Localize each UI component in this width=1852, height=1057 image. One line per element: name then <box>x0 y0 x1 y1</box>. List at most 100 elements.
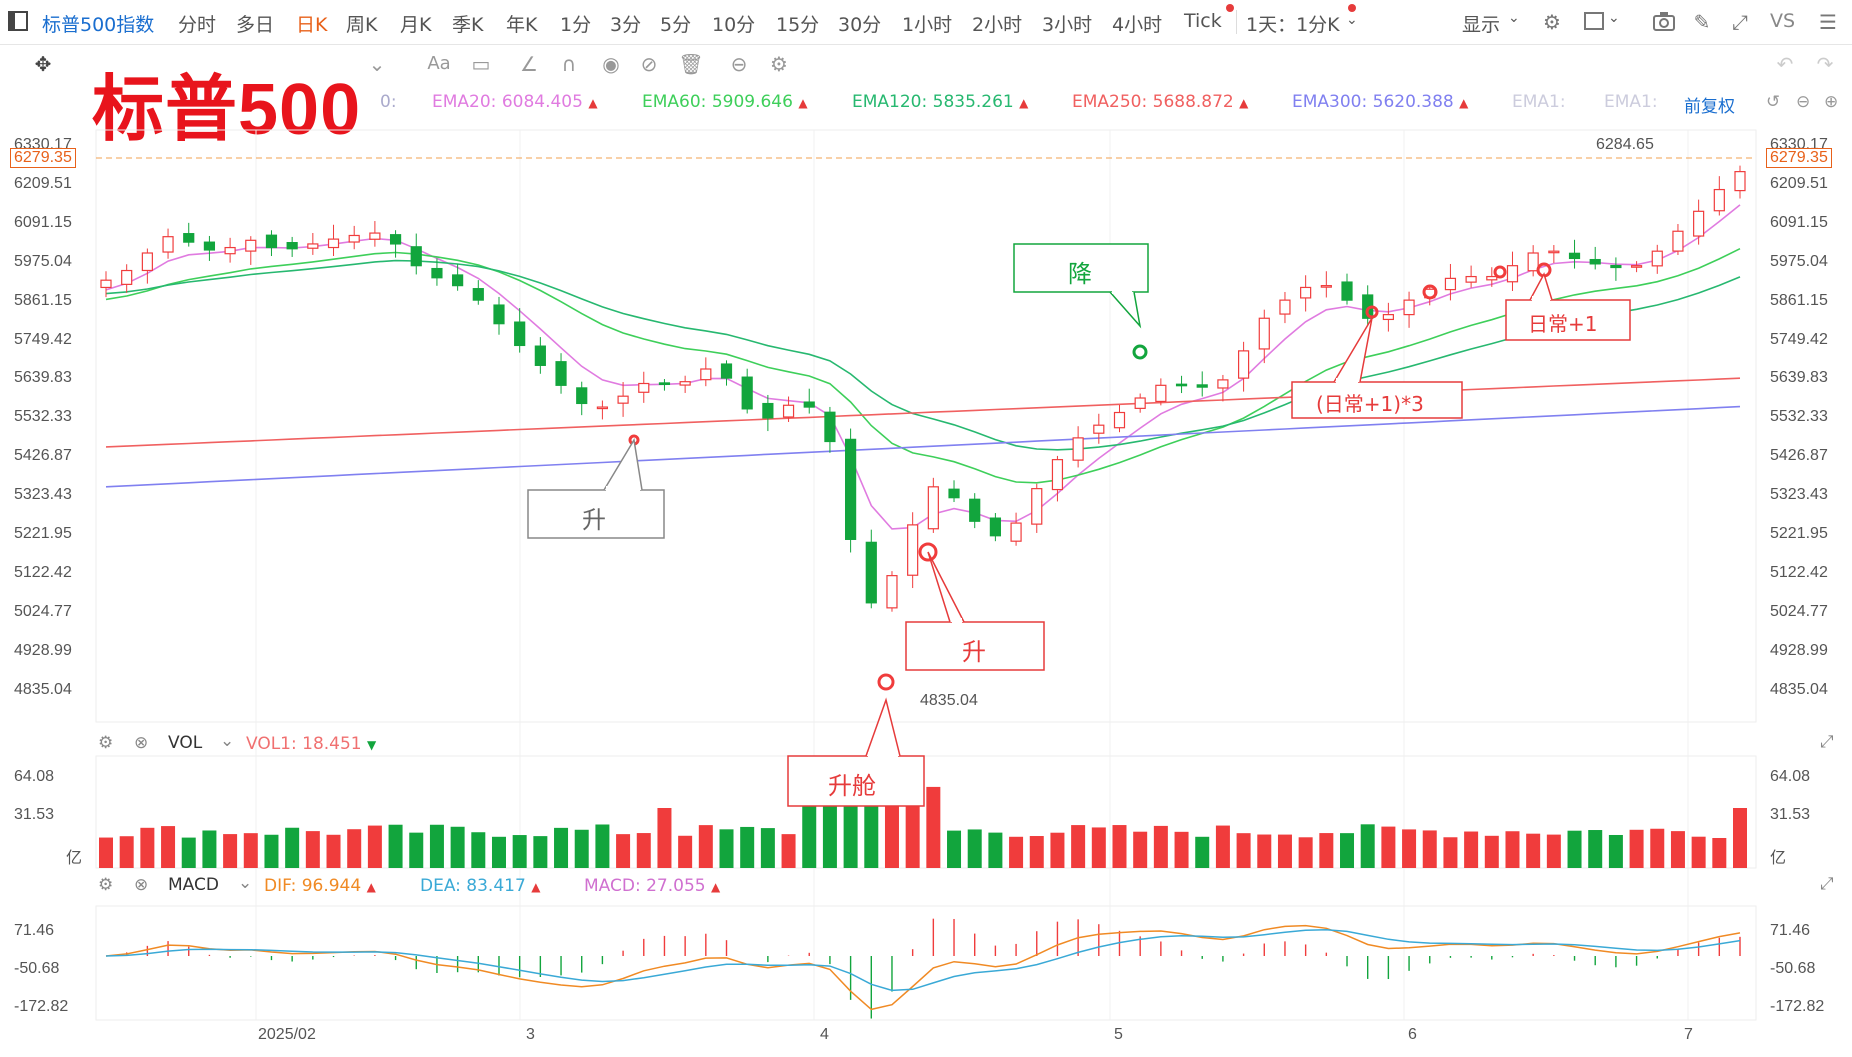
period-weekly[interactable]: 周K <box>346 14 378 36</box>
volume-bar <box>140 827 155 868</box>
period-4hour[interactable]: 4小时 <box>1112 14 1163 36</box>
period-3hour[interactable]: 3小时 <box>1042 14 1093 36</box>
macd-title[interactable]: MACD <box>168 875 219 895</box>
camera-icon[interactable] <box>1652 10 1676 34</box>
period-custom[interactable]: 1天：1分K <box>1246 14 1340 36</box>
tick-new-dot <box>1226 4 1234 12</box>
chevron-down-icon[interactable]: ⌄ <box>1346 12 1358 28</box>
vol1-legend: VOL1: 18.451 ▼ <box>246 734 376 754</box>
volume-bar <box>491 836 506 868</box>
eye-icon[interactable]: ◉ <box>602 52 620 76</box>
zoom-in-icon[interactable]: ⊕ <box>1824 92 1839 112</box>
text-tool-icon[interactable]: Aa <box>427 53 451 74</box>
chevron-down-icon[interactable]: ⌄ <box>368 52 386 76</box>
trash-icon[interactable]: 🗑 <box>678 52 704 76</box>
volume-bar <box>1112 825 1127 868</box>
volume-bar <box>264 834 279 868</box>
line-tool-icon[interactable]: ∠ <box>520 52 538 76</box>
period-yearly[interactable]: 年K <box>506 14 538 36</box>
expand-icon[interactable]: ⤢ <box>1820 732 1834 752</box>
layout-icon[interactable] <box>1582 10 1606 34</box>
candle-body <box>121 269 133 285</box>
period-3min[interactable]: 3分 <box>610 14 642 36</box>
period-multiday[interactable]: 多日 <box>236 14 275 36</box>
volume-bar <box>1319 833 1334 868</box>
adjust-button[interactable]: 前复权 <box>1684 97 1735 117</box>
undo-icon[interactable]: ↶ <box>1776 52 1794 76</box>
more-icon[interactable]: ☰ <box>1819 10 1837 34</box>
ema1b-legend[interactable]: EMA1: <box>1604 92 1658 112</box>
fullscreen-icon[interactable]: ⤢ <box>1732 10 1748 34</box>
macd-settings-icon[interactable]: ⚙ <box>98 875 114 895</box>
chevron-down-icon[interactable]: ⌄ <box>220 731 235 751</box>
period-5min[interactable]: 5分 <box>660 14 692 36</box>
candle-body <box>286 242 298 250</box>
expand-icon[interactable]: ⤢ <box>1820 874 1834 894</box>
ema20-legend[interactable]: EMA20: 6084.405 ▲ <box>432 92 598 112</box>
period-1min[interactable]: 1分 <box>560 14 592 36</box>
compare-button[interactable]: VS <box>1770 10 1796 32</box>
period-tick[interactable]: Tick <box>1184 10 1222 32</box>
candle-body <box>1051 459 1064 491</box>
symbol-name[interactable]: 标普500指数 <box>42 14 155 36</box>
sidebar-toggle-icon[interactable] <box>6 10 30 34</box>
vol-close-icon[interactable]: ⊗ <box>134 733 149 753</box>
candle-body <box>658 382 671 386</box>
chevron-down-icon[interactable]: ⌄ <box>238 873 253 893</box>
ema250-legend[interactable]: EMA250: 5688.872 ▲ <box>1072 92 1248 112</box>
volume-bar <box>1402 829 1417 868</box>
price-label: 4928.99 <box>1770 641 1828 659</box>
link-icon[interactable]: ⊖ <box>730 52 748 76</box>
vol-settings-icon[interactable]: ⚙ <box>98 733 114 753</box>
price-label: 5639.83 <box>1770 369 1828 387</box>
ema250-value: 5688.872 <box>1152 92 1234 112</box>
volume-bar <box>512 835 527 868</box>
ema120-legend[interactable]: EMA120: 5835.261 ▲ <box>852 92 1028 112</box>
dea-legend: DEA: 83.417 ▲ <box>420 876 540 896</box>
comment-icon[interactable]: ▭ <box>471 52 491 76</box>
move-icon[interactable]: ✥ <box>34 52 52 76</box>
period-intraday[interactable]: 分时 <box>178 14 217 36</box>
volume-bar <box>1588 830 1603 868</box>
period-quarterly[interactable]: 季K <box>452 14 484 36</box>
macd-value: 27.055 <box>646 876 706 896</box>
candle-body <box>307 243 319 249</box>
chevron-down-icon[interactable]: ⌄ <box>1508 10 1520 26</box>
macd-axis-mid-left: -50.68 <box>14 960 60 977</box>
settings-icon[interactable]: ⚙ <box>1543 10 1561 34</box>
reset-icon[interactable]: ↺ <box>1766 92 1781 112</box>
volume-bar <box>1567 830 1582 868</box>
period-2hour[interactable]: 2小时 <box>972 14 1023 36</box>
volume-bar <box>1629 829 1644 868</box>
pencil-icon[interactable]: ✎ <box>1693 10 1711 34</box>
period-daily[interactable]: 日K <box>296 14 328 36</box>
signal-marker <box>1493 265 1507 279</box>
volume-bar <box>181 837 196 868</box>
ema60-legend[interactable]: EMA60: 5909.646 ▲ <box>642 92 808 112</box>
period-monthly[interactable]: 月K <box>400 14 432 36</box>
period-30min[interactable]: 30分 <box>838 14 882 36</box>
ema1-legend[interactable]: EMA1: <box>1512 92 1566 112</box>
candle-body <box>1382 314 1394 321</box>
candle-body <box>100 279 112 289</box>
candle-body <box>472 288 484 301</box>
gear-icon[interactable]: ⚙ <box>770 52 788 76</box>
display-menu[interactable]: 显示 <box>1462 14 1501 36</box>
period-15min[interactable]: 15分 <box>776 14 820 36</box>
macd-close-icon[interactable]: ⊗ <box>134 875 149 895</box>
vol-title[interactable]: VOL <box>168 733 203 753</box>
ema300-legend[interactable]: EMA300: 5620.388 ▲ <box>1292 92 1468 112</box>
candle-body <box>1548 250 1560 254</box>
magnet-icon[interactable]: ∩ <box>561 52 577 76</box>
ema300-line <box>105 405 1741 488</box>
zoom-out-icon[interactable]: ⊖ <box>1796 92 1811 112</box>
chevron-down-icon[interactable]: ⌄ <box>1608 10 1620 26</box>
candle-body <box>1113 411 1126 429</box>
redo-icon[interactable]: ↷ <box>1816 52 1834 76</box>
candle-body <box>989 517 1001 537</box>
hide-icon[interactable]: ⊘ <box>640 52 658 76</box>
period-10min[interactable]: 10分 <box>712 14 756 36</box>
period-1hour[interactable]: 1小时 <box>902 14 953 36</box>
candle-body <box>1155 384 1167 403</box>
